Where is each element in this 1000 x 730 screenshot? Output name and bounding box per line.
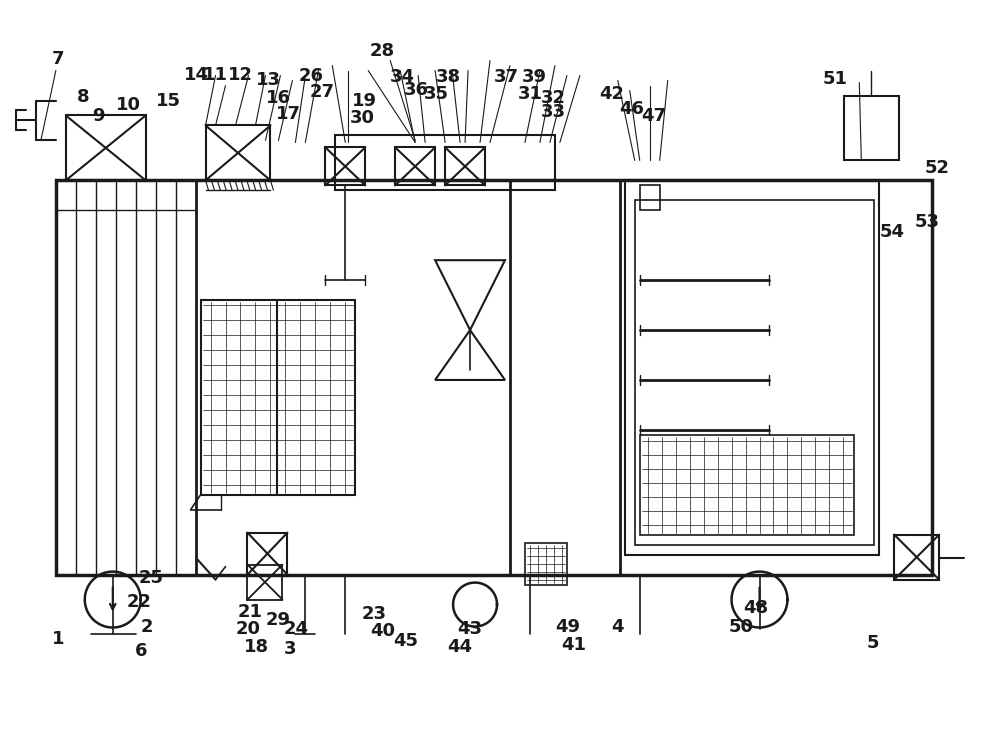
- Text: 12: 12: [228, 66, 253, 83]
- Text: 26: 26: [299, 66, 324, 85]
- Text: 10: 10: [116, 96, 141, 115]
- Bar: [325, 147, 365, 185]
- Bar: [625, 180, 879, 555]
- Text: 22: 22: [126, 593, 151, 610]
- Text: 46: 46: [619, 101, 644, 118]
- Text: 21: 21: [238, 602, 263, 620]
- Text: 9: 9: [93, 107, 105, 126]
- Text: 39: 39: [521, 68, 546, 85]
- Text: 27: 27: [310, 82, 335, 101]
- Text: 36: 36: [404, 80, 429, 99]
- Text: 15: 15: [156, 91, 181, 110]
- Text: 25: 25: [138, 569, 163, 587]
- Text: 53: 53: [915, 213, 940, 231]
- Text: 16: 16: [266, 88, 291, 107]
- Bar: [445, 147, 485, 185]
- Text: 44: 44: [448, 639, 473, 656]
- Text: 28: 28: [370, 42, 395, 60]
- Text: 19: 19: [352, 91, 377, 110]
- Bar: [844, 96, 899, 161]
- Text: 24: 24: [284, 620, 309, 639]
- Text: 18: 18: [244, 639, 269, 656]
- Text: 45: 45: [394, 632, 419, 650]
- Text: 29: 29: [266, 610, 291, 629]
- Bar: [635, 200, 874, 545]
- Bar: [640, 185, 660, 210]
- Text: 42: 42: [599, 85, 624, 102]
- Bar: [894, 534, 939, 580]
- Text: 32: 32: [540, 88, 565, 107]
- Text: 23: 23: [362, 604, 387, 623]
- Bar: [247, 564, 282, 599]
- Bar: [335, 136, 555, 191]
- Text: 30: 30: [350, 110, 375, 128]
- Bar: [56, 180, 932, 575]
- Bar: [640, 435, 854, 534]
- Text: 2: 2: [140, 618, 153, 637]
- Text: 35: 35: [424, 85, 449, 102]
- Text: 31: 31: [517, 85, 542, 102]
- Text: 7: 7: [52, 50, 64, 68]
- Text: 49: 49: [555, 618, 580, 637]
- Text: 1: 1: [52, 631, 64, 648]
- Text: 8: 8: [76, 88, 89, 106]
- Bar: [66, 115, 146, 180]
- Bar: [201, 300, 355, 495]
- Text: 41: 41: [561, 637, 586, 655]
- Bar: [206, 126, 270, 180]
- Text: 5: 5: [867, 634, 880, 653]
- Text: 48: 48: [743, 599, 768, 617]
- Text: 38: 38: [436, 68, 461, 85]
- Text: 6: 6: [134, 642, 147, 661]
- Text: 33: 33: [540, 104, 565, 121]
- Text: 43: 43: [458, 620, 483, 639]
- Bar: [395, 147, 435, 185]
- Text: 37: 37: [493, 68, 518, 85]
- Text: 13: 13: [256, 71, 281, 88]
- Text: 17: 17: [276, 105, 301, 123]
- Text: 14: 14: [184, 66, 209, 83]
- Text: 34: 34: [390, 68, 415, 85]
- Text: 20: 20: [236, 620, 261, 639]
- Text: 11: 11: [203, 66, 228, 83]
- Bar: [247, 533, 287, 575]
- Text: 4: 4: [612, 618, 624, 637]
- Text: 51: 51: [823, 69, 848, 88]
- Text: 40: 40: [370, 623, 395, 640]
- Text: 54: 54: [880, 223, 905, 241]
- Text: 3: 3: [284, 640, 297, 658]
- Text: 50: 50: [729, 618, 754, 637]
- Text: 47: 47: [641, 107, 666, 126]
- Text: 52: 52: [925, 159, 950, 177]
- Bar: [525, 542, 567, 585]
